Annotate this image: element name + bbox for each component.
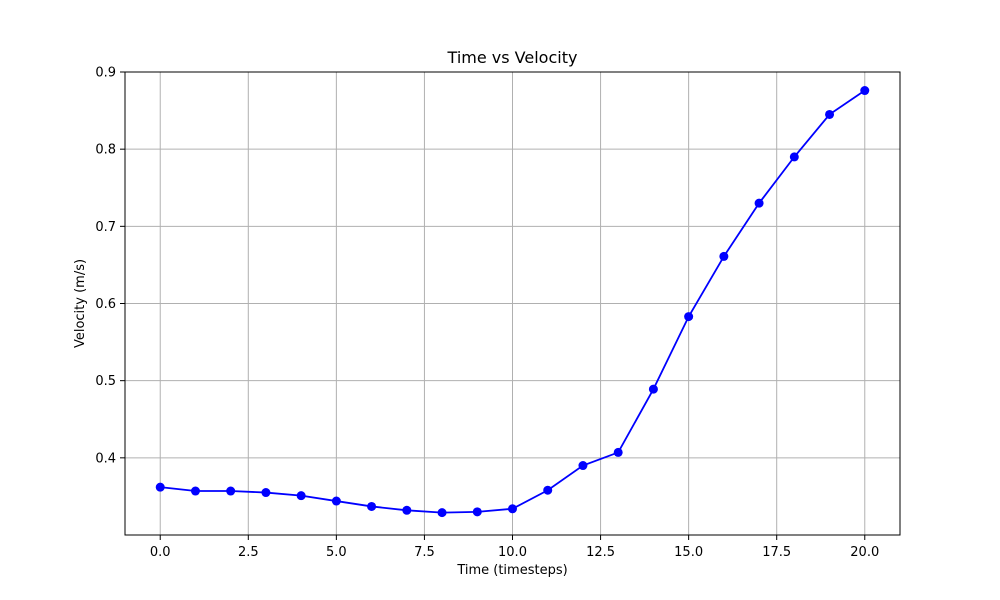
data-point [190,486,200,496]
data-point [437,508,447,518]
y-axis-label: Velocity (m/s) [73,259,88,348]
data-point [613,447,623,457]
data-point [789,152,799,162]
data-point [508,504,517,514]
y-tick-label: 0.4 [95,451,116,466]
data-point [367,501,377,511]
data-point [331,496,341,506]
data-point [226,486,236,496]
data-point [684,312,694,322]
x-tick-label: 10.0 [498,545,527,560]
data-point [825,109,835,119]
data-point [155,482,165,492]
x-axis-label: Time (timesteps) [456,563,567,578]
x-tick-label: 7.5 [414,545,435,560]
data-point [754,198,764,208]
x-tick-label: 5.0 [326,545,347,560]
y-tick-label: 0.7 [95,220,116,235]
data-point [472,507,482,517]
data-point [860,86,870,96]
data-point [261,488,271,498]
data-point [578,461,588,471]
x-tick-label: 15.0 [674,545,703,560]
y-tick-label: 0.8 [95,143,116,158]
x-tick-label: 0.0 [150,545,171,560]
data-point [543,485,553,495]
x-tick-label: 2.5 [238,545,259,560]
x-tick-label: 12.5 [586,545,615,560]
chart-title: Time vs Velocity [447,48,578,67]
x-tick-label: 20.0 [850,545,879,560]
grid [125,71,900,535]
series-layer [155,86,870,518]
data-point [296,491,306,501]
y-tick-label: 0.5 [95,374,116,389]
data-point [719,251,729,261]
y-axis-ticks: 0.4 0.5 0.6 0.7 0.8 0.9 [95,66,125,466]
data-point [402,505,412,515]
x-tick-label: 17.5 [762,545,791,560]
y-tick-label: 0.9 [95,66,116,81]
y-tick-label: 0.6 [95,297,116,312]
data-point [648,384,658,394]
x-axis-ticks: 0.0 2.5 5.0 7.5 10.0 12.5 15.0 17.5 20.0 [150,535,879,560]
